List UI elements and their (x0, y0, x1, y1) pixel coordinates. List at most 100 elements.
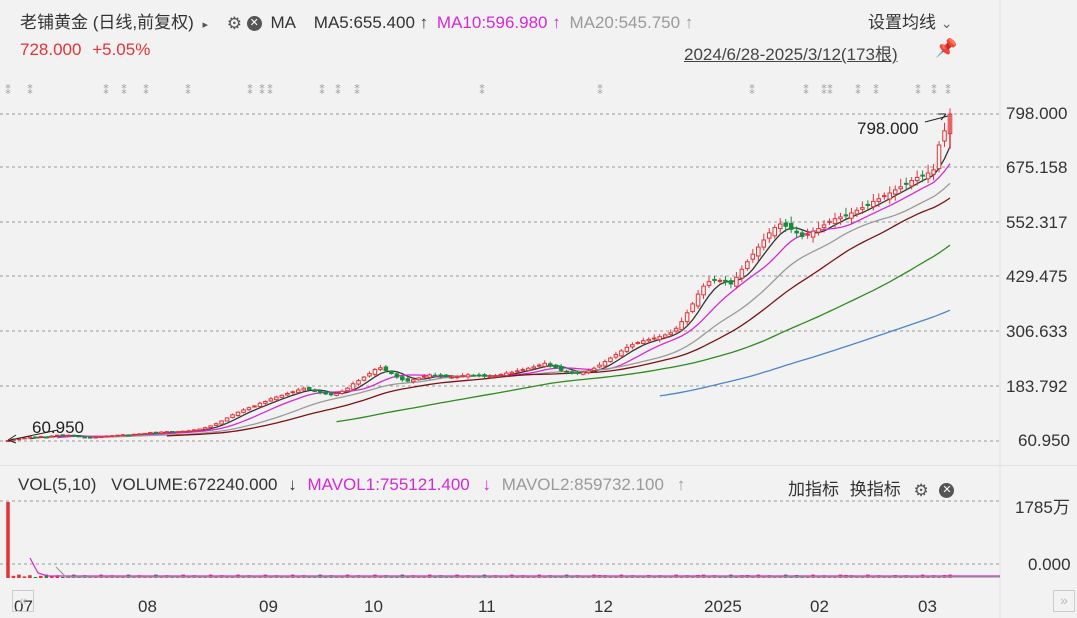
candle-body (871, 200, 876, 208)
x-tick: 11 (478, 597, 496, 616)
pin-icon[interactable]: 📌 (935, 38, 958, 58)
event-marker: ⁑ (27, 84, 33, 97)
candle-body (668, 332, 673, 335)
candle-body (131, 433, 137, 436)
candle-body (591, 367, 597, 371)
candle-body (942, 130, 947, 142)
candle-body (421, 375, 427, 378)
candle-body (509, 371, 515, 374)
volume-value: VOLUME:672240.000 (111, 475, 278, 494)
volume-bar (44, 574, 49, 578)
ma10-line (57, 163, 951, 439)
candle-body (520, 369, 526, 372)
candle-body (838, 216, 843, 220)
vol-label: VOL(5,10) (18, 475, 97, 494)
event-marker: ⁑ (5, 84, 11, 97)
candle-body (498, 373, 504, 376)
candle-body (772, 227, 778, 237)
candle-body (558, 366, 564, 371)
candle-body (531, 366, 537, 369)
candle-body (383, 366, 389, 371)
event-marker: ⁑ (873, 84, 879, 97)
candle-body (224, 417, 230, 422)
candle-body (909, 180, 914, 187)
gear-icon[interactable]: ⚙ (226, 14, 243, 34)
date-range[interactable]: 2024/6/28-2025/3/12(173根) (684, 45, 898, 64)
candle-body (394, 373, 400, 378)
event-marker: ⁑ (267, 84, 273, 97)
ma-settings-button[interactable]: 设置均线 ⌄ (868, 8, 952, 33)
candle-body (706, 281, 712, 286)
volume-bar (17, 574, 21, 578)
event-marker: ⁑ (247, 84, 253, 97)
candle-body (613, 353, 619, 358)
candle-body (849, 212, 854, 219)
candle-body (465, 374, 471, 378)
candle-body (350, 383, 356, 390)
low-arrow-head (7, 434, 17, 444)
candle-body (914, 176, 920, 182)
vol-y-tick: 0.000 (1028, 555, 1071, 574)
candle-body (87, 436, 93, 439)
candle-body (389, 371, 394, 375)
ma60-line (336, 244, 951, 423)
y-tick: 60.950 (1018, 431, 1070, 450)
candle-body (487, 376, 493, 379)
mavol2-arrow-icon: ↑ (676, 475, 686, 494)
title-caret-icon[interactable]: ▸ (202, 19, 209, 31)
candle-body (805, 233, 810, 236)
event-marker: ⁑ (803, 84, 809, 97)
candle-body (701, 285, 706, 296)
scroll-right-icon[interactable]: » (1053, 590, 1075, 612)
ma120-line (659, 309, 951, 397)
candle-body (936, 144, 942, 170)
candle-body (608, 357, 613, 363)
candle-body (690, 303, 695, 312)
candle-body (766, 232, 772, 239)
candle-body (142, 432, 148, 435)
candle-body (438, 374, 443, 377)
candle-body (641, 340, 646, 345)
chart-header: 老铺黄金 (日线,前复权) ▸ ⚙ ✕ MA MA5:655.400 ↑ MA1… (20, 8, 693, 33)
candle-body (657, 336, 663, 341)
candle-body (38, 436, 44, 439)
close-icon[interactable]: ✕ (939, 483, 955, 499)
candle-body (635, 341, 641, 344)
volume-bar (33, 577, 38, 578)
candle-body (876, 198, 882, 202)
candle-body (712, 278, 717, 281)
candle-body (536, 364, 542, 367)
candle-body (170, 431, 175, 434)
candle-body (777, 223, 783, 230)
gear-icon[interactable]: ⚙ (913, 481, 929, 501)
y-tick: 552.317 (1006, 213, 1068, 232)
candle-body (449, 376, 454, 379)
candle-body (684, 312, 690, 323)
candle-body (339, 390, 345, 395)
candle-body (372, 369, 378, 375)
volume-header: VOL(5,10) VOLUME:672240.000 ↓ MAVOL1:755… (18, 475, 685, 495)
y-tick: 675.158 (1006, 158, 1068, 177)
add-indicator-button[interactable]: 加指标 (788, 480, 839, 499)
event-marker: ⁑ (915, 84, 921, 97)
scroll-left-icon[interactable]: « (12, 590, 34, 612)
candle-body (213, 423, 219, 426)
candle-body (597, 364, 602, 368)
event-marker: ⁑ (821, 84, 827, 97)
candle-body (553, 364, 558, 369)
x-tick: 12 (594, 597, 613, 616)
indicator-controls: 加指标 换指标 ⚙ ✕ (788, 475, 955, 501)
candle-body (345, 387, 350, 392)
candle-body (443, 374, 449, 378)
y-tick: 306.633 (1006, 322, 1068, 341)
panel-divider (0, 465, 1077, 466)
close-icon[interactable]: ✕ (246, 16, 262, 32)
candle-body (619, 350, 624, 357)
y-tick: 798.000 (1006, 104, 1068, 123)
candle-body (306, 387, 312, 391)
candle-body (137, 433, 142, 436)
stock-title[interactable]: 老铺黄金 (日线,前复权) (20, 13, 194, 32)
candle-body (892, 189, 898, 195)
candle-body (788, 222, 794, 230)
switch-indicator-button[interactable]: 换指标 (849, 480, 901, 499)
